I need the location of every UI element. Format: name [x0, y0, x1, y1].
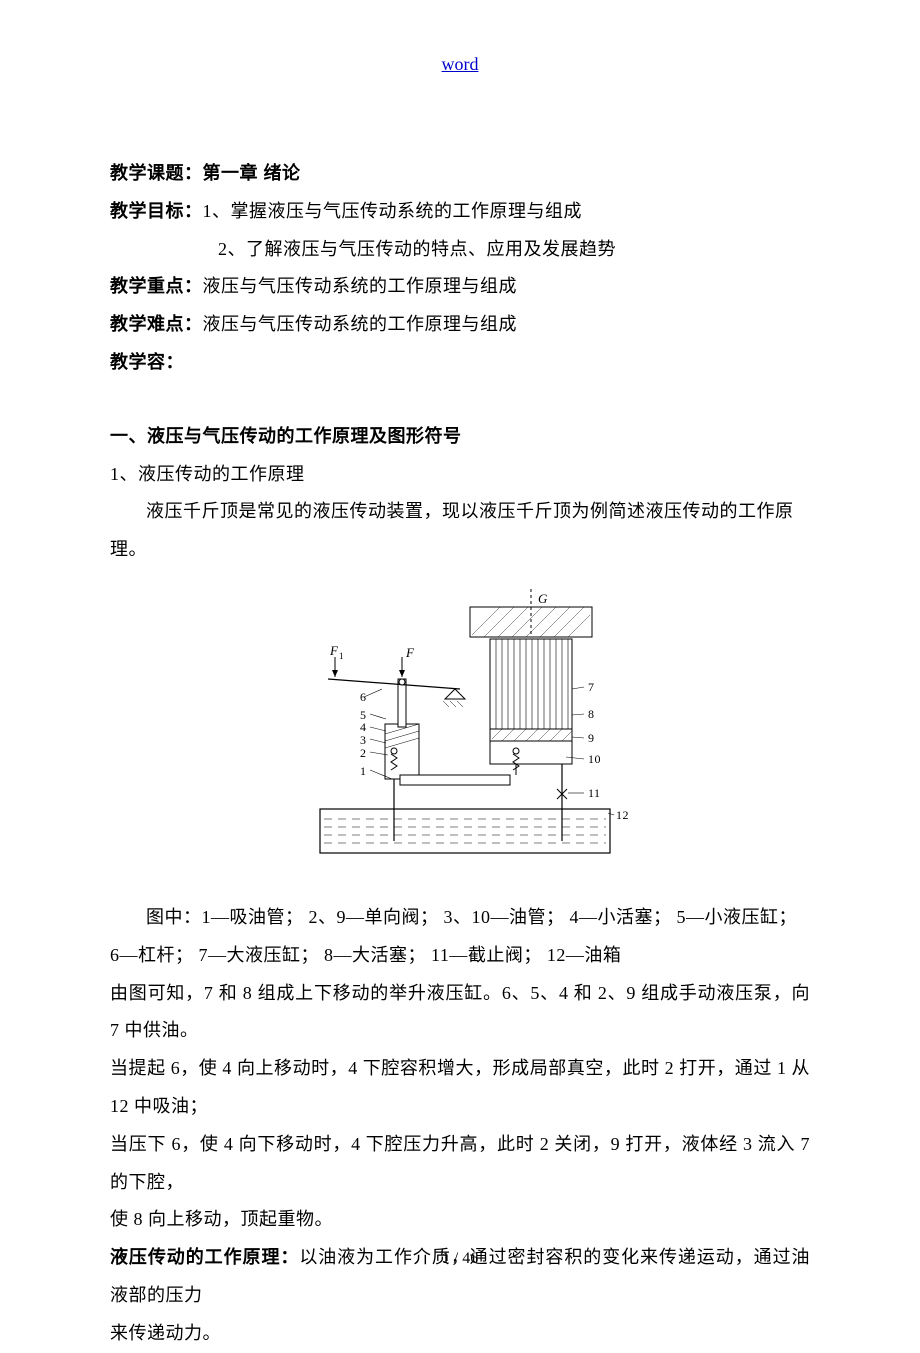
goals-item-1: 1、掌握液压与气压传动系统的工作原理与组成 — [203, 201, 583, 221]
label-F: F — [405, 645, 415, 660]
body-p4: 使 8 向上移动，顶起重物。 — [110, 1201, 810, 1239]
keypoint-line: 教学重点：液压与气压传动系统的工作原理与组成 — [110, 268, 810, 306]
section-a-sub1: 1、液压传动的工作原理 — [110, 456, 810, 494]
word-header-link[interactable]: word — [110, 54, 810, 75]
content-label-line: 教学容： — [110, 344, 810, 382]
body-p1: 由图可知，7 和 8 组成上下移动的举升液压缸。6、5、4 和 2、9 组成手动… — [110, 975, 810, 1051]
principle-line-2: 来传递动力。 — [110, 1315, 810, 1353]
page-footer: 1 / 46 — [0, 1250, 920, 1268]
label-12: 12 — [616, 808, 629, 822]
body-p3: 当压下 6，使 4 向下移动时，4 下腔压力升高，此时 2 关闭，9 打开，液体… — [110, 1126, 810, 1202]
content-label: 教学容： — [110, 352, 184, 372]
label-11: 11 — [588, 786, 601, 800]
label-10: 10 — [588, 752, 601, 766]
hydraulic-jack-diagram: G F 1 F — [110, 579, 810, 869]
label-F1: F — [329, 643, 339, 658]
topic-label: 教学课题： — [110, 163, 203, 183]
label-G: G — [538, 591, 548, 606]
label-F1-sub: 1 — [339, 651, 344, 661]
keypoint-label: 教学重点： — [110, 276, 203, 296]
legend-line-2: 6—杠杆； 7—大液压缸； 8—大活塞； 11—截止阀； 12—油箱 — [110, 937, 810, 975]
goals-item-2: 2、了解液压与气压传动的特点、应用及发展趋势 — [218, 239, 616, 259]
label-6: 6 — [360, 690, 367, 704]
topic-value: 第一章 绪论 — [203, 163, 301, 183]
label-4: 4 — [360, 720, 367, 734]
label-8: 8 — [588, 707, 595, 721]
difficulty-value: 液压与气压传动系统的工作原理与组成 — [203, 314, 518, 334]
diagram-svg: G F 1 F — [260, 579, 660, 869]
goals-label: 教学目标： — [110, 201, 203, 221]
keypoint-value: 液压与气压传动系统的工作原理与组成 — [203, 276, 518, 296]
label-2: 2 — [360, 746, 367, 760]
section-a-title: 一、液压与气压传动的工作原理及图形符号 — [110, 418, 810, 456]
document-page: word 教学课题：第一章 绪论 教学目标：1、掌握液压与气压传动系统的工作原理… — [0, 0, 920, 1302]
difficulty-label: 教学难点： — [110, 314, 203, 334]
difficulty-line: 教学难点：液压与气压传动系统的工作原理与组成 — [110, 306, 810, 344]
label-1: 1 — [360, 764, 367, 778]
label-3: 3 — [360, 733, 367, 747]
legend-line-1: 图中：1—吸油管； 2、9—单向阀； 3、10—油管； 4—小活塞； 5—小液压… — [110, 899, 810, 937]
goals-line-1: 教学目标：1、掌握液压与气压传动系统的工作原理与组成 — [110, 193, 810, 231]
content-body: 教学课题：第一章 绪论 教学目标：1、掌握液压与气压传动系统的工作原理与组成 2… — [110, 155, 810, 1353]
goals-line-2: 2、了解液压与气压传动的特点、应用及发展趋势 — [110, 231, 810, 269]
body-p2: 当提起 6，使 4 向上移动时，4 下腔容积增大，形成局部真空，此时 2 打开，… — [110, 1050, 810, 1126]
label-9: 9 — [588, 731, 595, 745]
label-7: 7 — [588, 680, 595, 694]
topic-line: 教学课题：第一章 绪论 — [110, 155, 810, 193]
section-a-intro: 液压千斤顶是常见的液压传动装置，现以液压千斤顶为例简述液压传动的工作原理。 — [110, 493, 810, 569]
